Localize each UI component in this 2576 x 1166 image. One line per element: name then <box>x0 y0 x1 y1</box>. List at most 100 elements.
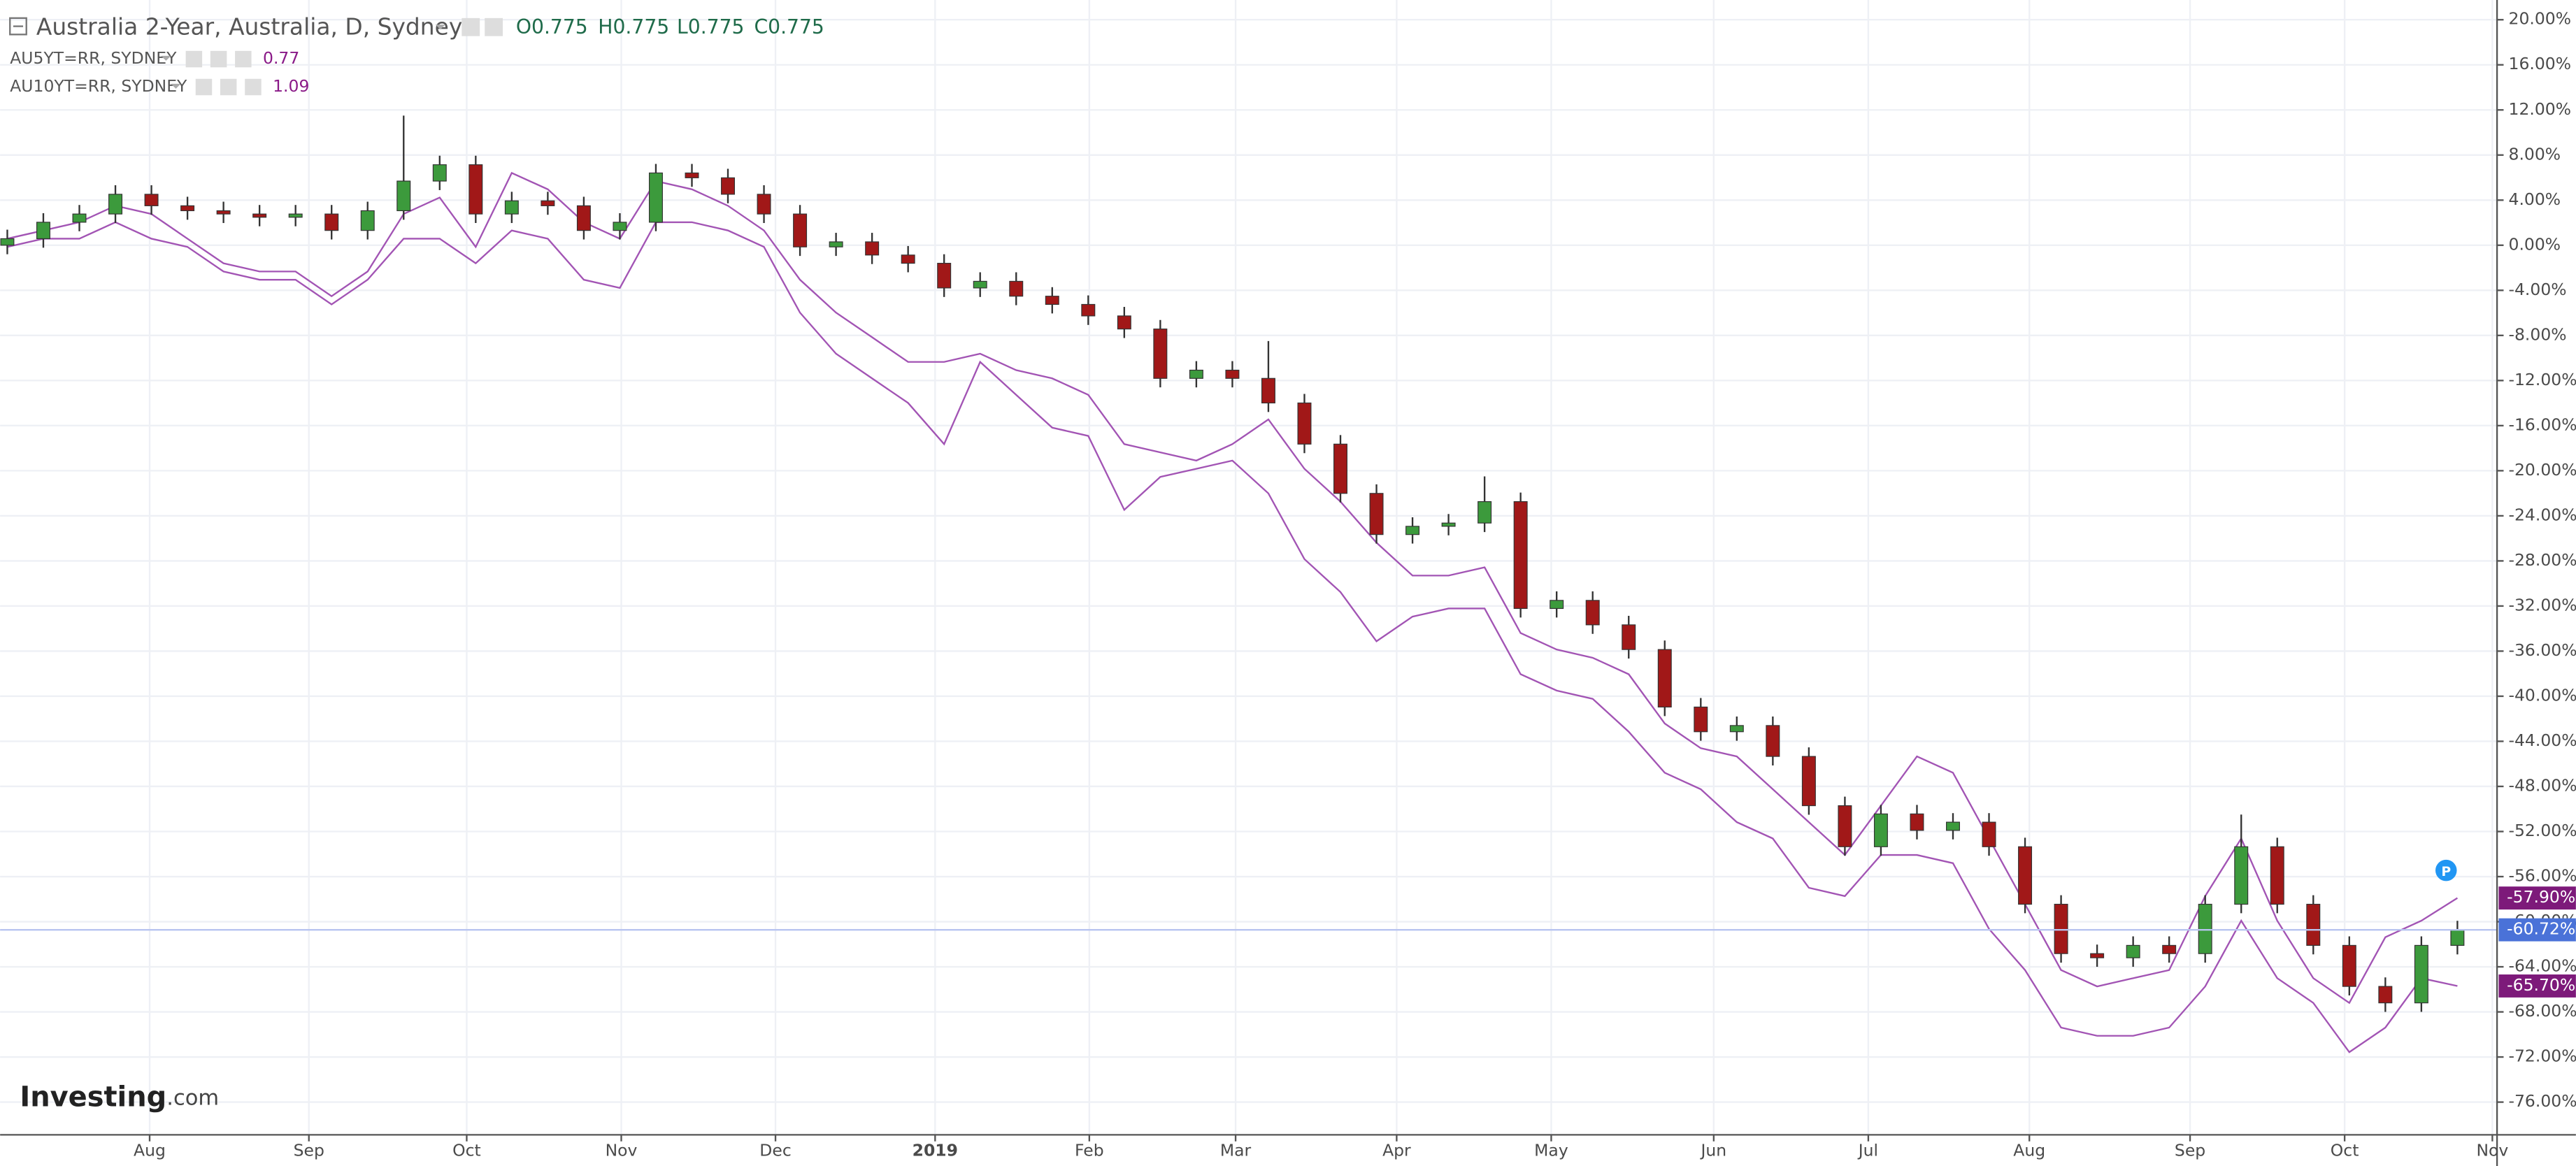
candle-body <box>324 213 339 231</box>
candle-body <box>360 210 375 231</box>
candle-body <box>1838 805 1852 847</box>
axes: 20.00% 16.00% 12.00% 8.00% 4.00% 0.00% -4.00% -… <box>134 9 2576 1160</box>
series-line <box>7 221 2458 1053</box>
candle-body <box>1585 600 1600 626</box>
settings-icon[interactable] <box>485 17 503 36</box>
candle-body <box>0 238 15 246</box>
dropdown-arrow[interactable] <box>171 83 181 89</box>
x-tick-label: Oct <box>452 1140 481 1160</box>
candle-body <box>2306 903 2321 946</box>
y-tick-label: 20.00% <box>2509 9 2572 29</box>
price-label: -60.72% <box>2507 919 2575 939</box>
candle-body <box>1045 296 1059 305</box>
candle-body <box>1910 813 1924 831</box>
candle-body <box>793 213 808 247</box>
legend-entry: AU10YT=RR, SYDNEY <box>10 76 187 96</box>
candle-body <box>1405 526 1420 535</box>
series-line <box>7 171 2459 1005</box>
candle-body <box>2234 846 2249 905</box>
y-tick-label: -12.00% <box>2509 370 2576 389</box>
icon[interactable] <box>210 50 227 68</box>
candle-body <box>1694 706 1708 733</box>
ohlc-low: L0.775 <box>677 15 744 38</box>
logo: Investing.com <box>20 1081 219 1113</box>
y-tick-label: -56.00% <box>2509 866 2576 886</box>
icon[interactable] <box>185 50 203 68</box>
y-tick-label: -76.00% <box>2509 1091 2576 1111</box>
y-tick-label: -64.00% <box>2509 956 2576 976</box>
x-tick-label: Aug <box>2013 1140 2045 1160</box>
candle-body <box>757 194 771 215</box>
candle-body <box>2378 986 2393 1004</box>
candle-body <box>36 222 50 240</box>
dropdown-arrow[interactable] <box>435 24 445 30</box>
marker[interactable] <box>2435 859 2457 881</box>
candle-body <box>396 180 411 212</box>
candle-body <box>901 254 915 264</box>
candle-body <box>1369 493 1384 535</box>
legend-value: 1.09 <box>273 76 309 96</box>
y-tick-label: -36.00% <box>2509 640 2576 660</box>
icon[interactable] <box>235 50 252 68</box>
price-label: -65.70% <box>2507 975 2575 995</box>
icon[interactable] <box>245 78 262 96</box>
x-tick-label: Jul <box>1857 1140 1878 1160</box>
candle-body <box>252 213 267 218</box>
candle-body <box>685 172 699 178</box>
candle-body <box>2018 846 2033 905</box>
x-tick-label: Nov <box>606 1140 638 1160</box>
candle-body <box>2414 944 2428 1004</box>
candle-body <box>937 263 952 289</box>
candle-body <box>2270 846 2284 905</box>
candle-body <box>1729 725 1744 733</box>
y-tick-label: -44.00% <box>2509 730 2576 750</box>
y-tick-label: -4.00% <box>2509 280 2567 299</box>
x-tick-label: Apr <box>1382 1140 1411 1160</box>
y-tick-label: 16.00% <box>2509 54 2572 73</box>
icon[interactable] <box>195 78 213 96</box>
candle-body <box>1153 329 1168 379</box>
candle-body <box>1081 303 1096 317</box>
collapse-icon[interactable] <box>9 17 27 36</box>
grid <box>0 0 2498 1135</box>
candle-body <box>1766 725 1780 757</box>
candle-body <box>541 200 555 206</box>
candle-body <box>1873 813 1888 847</box>
candle-body <box>1477 501 1492 524</box>
candle-body <box>180 205 195 212</box>
candle-body <box>72 213 87 223</box>
candle-body <box>1009 280 1024 297</box>
plot-area <box>0 115 2498 1053</box>
legend-value: 0.77 <box>263 48 299 68</box>
candle-body <box>1946 821 1960 831</box>
candle-body <box>648 172 663 223</box>
ohlc-open: O0.775 <box>516 15 588 38</box>
candle-body <box>1550 600 1564 610</box>
ohlc-high: H0.775 <box>598 15 669 38</box>
candle-body <box>613 222 627 231</box>
candle-body <box>2162 944 2177 954</box>
x-tick-label: May <box>1534 1140 1568 1160</box>
settings-icon[interactable] <box>461 17 480 36</box>
candle-body <box>2054 903 2068 954</box>
candle-body <box>1513 501 1528 610</box>
dropdown-arrow[interactable] <box>161 55 171 61</box>
y-tick-label: -52.00% <box>2509 821 2576 840</box>
x-tick-label: Feb <box>1075 1140 1104 1160</box>
candle-body <box>216 210 231 215</box>
candle-body <box>108 194 123 215</box>
candle-body <box>1261 377 1275 404</box>
price-label-box <box>2498 974 2576 998</box>
y-tick-label: 12.00% <box>2509 99 2572 119</box>
x-tick-label: Jun <box>1699 1140 1726 1160</box>
candle-body <box>144 194 159 206</box>
icon[interactable] <box>220 78 237 96</box>
x-tick-label: 2019 <box>913 1140 958 1160</box>
y-tick-label: -16.00% <box>2509 415 2576 434</box>
candle-body <box>1622 624 1636 650</box>
x-tick-label: Nov <box>2476 1140 2508 1160</box>
candle-body <box>1441 522 1456 527</box>
candle-body <box>2342 944 2356 987</box>
candle-body <box>1333 443 1347 494</box>
candle-body <box>432 164 447 182</box>
